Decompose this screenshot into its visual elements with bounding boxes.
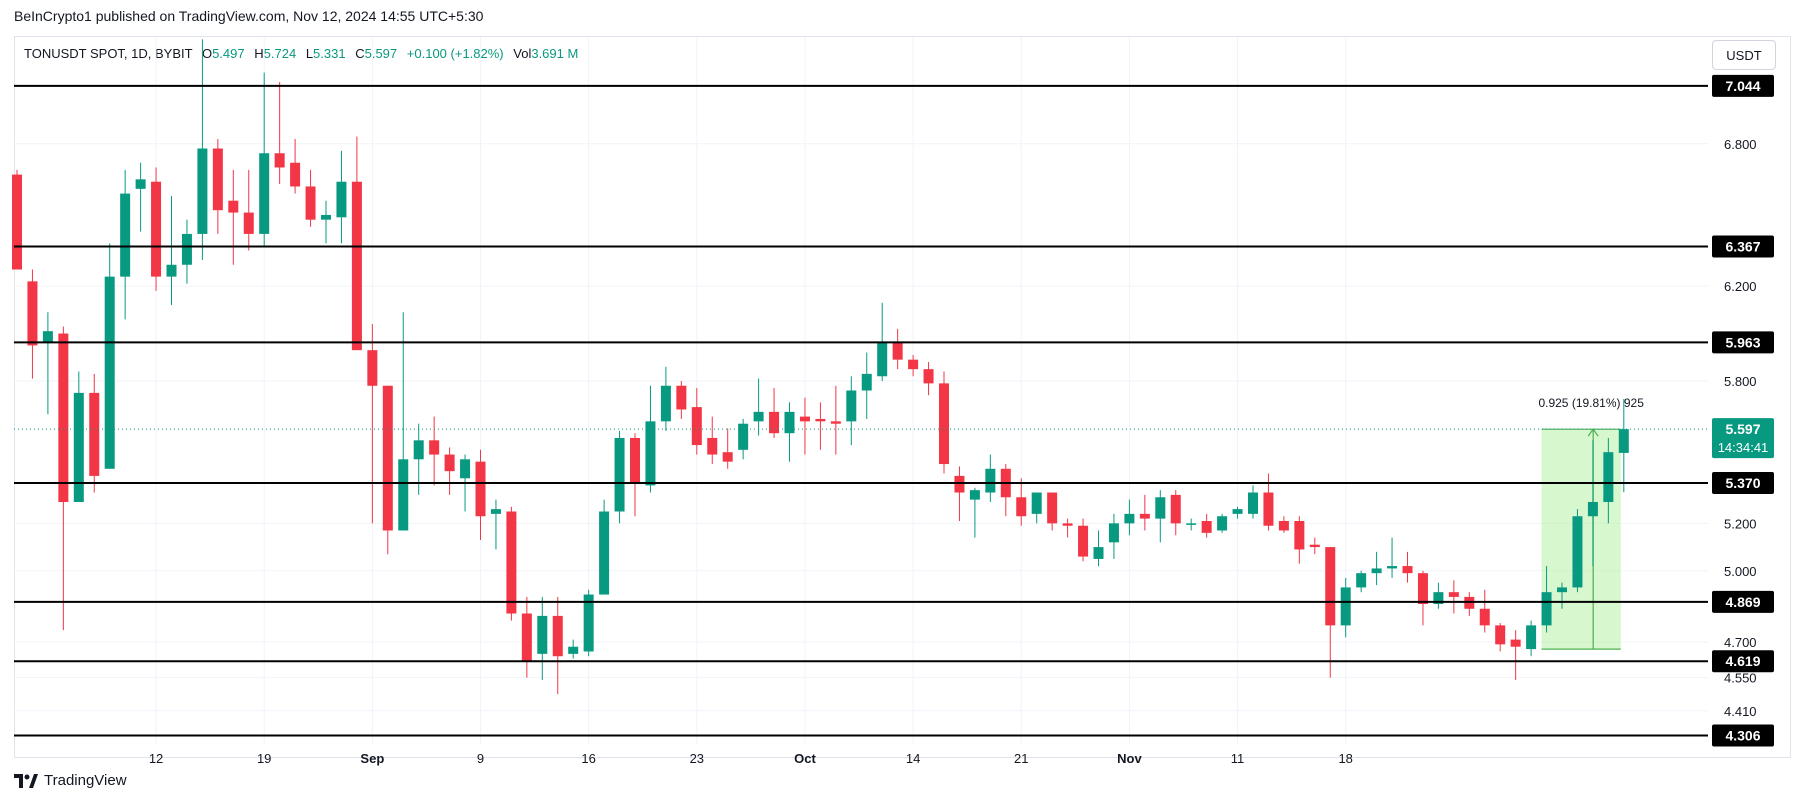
change-value: +0.100 (+1.82%) — [406, 46, 504, 61]
open-value: 5.497 — [212, 46, 245, 61]
brand-name: TradingView — [44, 772, 127, 789]
published-header: BeInCrypto1 published on TradingView.com… — [14, 8, 484, 24]
chart-frame[interactable] — [14, 36, 1791, 758]
low-label: L — [305, 46, 314, 61]
symbol-legend: TONUSDT SPOT, 1D, BYBIT O5.497 H5.724 L5… — [24, 46, 578, 61]
close-value: 5.597 — [364, 46, 398, 61]
vol-value: 3.691 M — [531, 46, 579, 61]
low-value: 5.331 — [313, 46, 346, 61]
high-label: H — [254, 46, 264, 61]
tradingview-icon — [14, 773, 38, 788]
vol-label: Vol — [513, 46, 532, 61]
close-label: C — [355, 46, 365, 61]
tradingview-logo[interactable]: TradingView — [14, 772, 127, 789]
symbol-name[interactable]: TONUSDT SPOT, 1D, BYBIT — [24, 46, 193, 61]
high-value: 5.724 — [263, 46, 297, 61]
open-label: O — [201, 46, 213, 61]
currency-button[interactable]: USDT — [1712, 40, 1776, 70]
